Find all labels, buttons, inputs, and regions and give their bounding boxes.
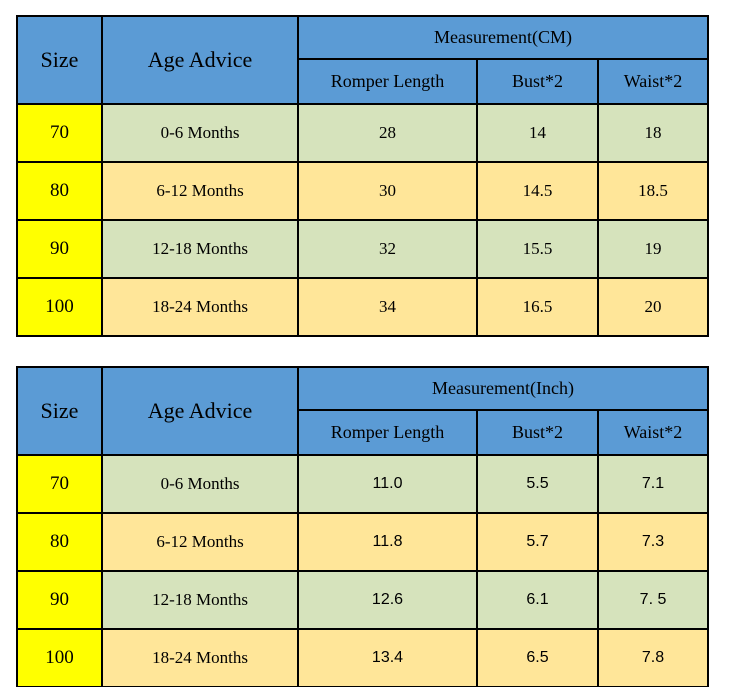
bust-value: 14.5 (476, 161, 599, 221)
waist-value: 18 (597, 103, 709, 163)
size-chart-table-inch: Size Age Advice Measurement(Inch) Romper… (16, 366, 710, 687)
header-row-top: Size Age Advice Measurement(CM) (16, 15, 709, 105)
age-value: 18-24 Months (101, 277, 299, 337)
size-value: 90 (16, 219, 103, 279)
age-advice-column-header: Age Advice (101, 366, 299, 456)
romper-length-value: 11.8 (297, 512, 478, 572)
size-column-header: Size (16, 366, 103, 456)
romper-length-value: 28 (297, 103, 478, 163)
bust-value: 15.5 (476, 219, 599, 279)
age-advice-column-header: Age Advice (101, 15, 299, 105)
romper-length-header: Romper Length (297, 58, 478, 105)
romper-length-value: 12.6 (297, 570, 478, 630)
measurement-inch-title: Measurement(Inch) (296, 366, 710, 411)
size-value: 90 (16, 570, 103, 630)
size-value: 70 (16, 454, 103, 514)
romper-length-value: 13.4 (297, 628, 478, 687)
bust-value: 5.5 (476, 454, 599, 514)
size-value: 100 (16, 628, 103, 687)
bust-value: 14 (476, 103, 599, 163)
waist-value: 7.8 (596, 628, 710, 687)
table-row: 80 6-12 Months 11.8 5.7 7.3 (16, 512, 710, 572)
table-row: 100 18-24 Months 34 16.5 20 (16, 277, 709, 337)
waist-value: 7.3 (596, 512, 710, 572)
size-column-header: Size (16, 15, 103, 105)
bust-value: 6.1 (476, 570, 599, 630)
measurement-cm-title: Measurement(CM) (297, 15, 709, 60)
table-row: 70 0-6 Months 28 14 18 (16, 103, 709, 163)
size-value: 80 (16, 512, 103, 572)
bust-header: Bust*2 (476, 409, 599, 456)
header-row-sub: Romper Length Bust*2 Waist*2 (17, 409, 710, 456)
waist-value: 7.1 (596, 454, 710, 514)
bust-value: 5.7 (476, 512, 599, 572)
header-row-sub: Romper Length Bust*2 Waist*2 (17, 58, 709, 105)
size-value: 70 (16, 103, 103, 163)
bust-value: 16.5 (476, 277, 599, 337)
size-value: 80 (16, 161, 103, 221)
size-chart-table-cm: Size Age Advice Measurement(CM) Romper L… (16, 15, 709, 337)
waist-value: 18.5 (597, 161, 709, 221)
table-row: 70 0-6 Months 11.0 5.5 7.1 (16, 454, 710, 514)
waist-value: 19 (597, 219, 709, 279)
bust-header: Bust*2 (476, 58, 599, 105)
waist-header: Waist*2 (596, 409, 710, 456)
age-value: 0-6 Months (101, 103, 299, 163)
waist-header: Waist*2 (597, 58, 709, 105)
table-row: 90 12-18 Months 32 15.5 19 (16, 219, 709, 279)
romper-length-value: 32 (297, 219, 478, 279)
age-value: 12-18 Months (101, 570, 299, 630)
waist-value: 20 (597, 277, 709, 337)
waist-value: 7. 5 (596, 570, 710, 630)
table-row: 90 12-18 Months 12.6 6.1 7. 5 (16, 570, 710, 630)
age-value: 12-18 Months (101, 219, 299, 279)
header-row-top: Size Age Advice Measurement(Inch) (16, 366, 710, 456)
age-value: 18-24 Months (101, 628, 299, 687)
table-row: 100 18-24 Months 13.4 6.5 7.8 (16, 628, 710, 687)
romper-length-value: 11.0 (297, 454, 478, 514)
romper-length-value: 34 (297, 277, 478, 337)
size-value: 100 (16, 277, 103, 337)
table-row: 80 6-12 Months 30 14.5 18.5 (16, 161, 709, 221)
romper-length-header: Romper Length (297, 409, 478, 456)
age-value: 0-6 Months (101, 454, 299, 514)
size-chart-page: Size Age Advice Measurement(CM) Romper L… (0, 15, 739, 687)
age-value: 6-12 Months (101, 512, 299, 572)
age-value: 6-12 Months (101, 161, 299, 221)
romper-length-value: 30 (297, 161, 478, 221)
bust-value: 6.5 (476, 628, 599, 687)
